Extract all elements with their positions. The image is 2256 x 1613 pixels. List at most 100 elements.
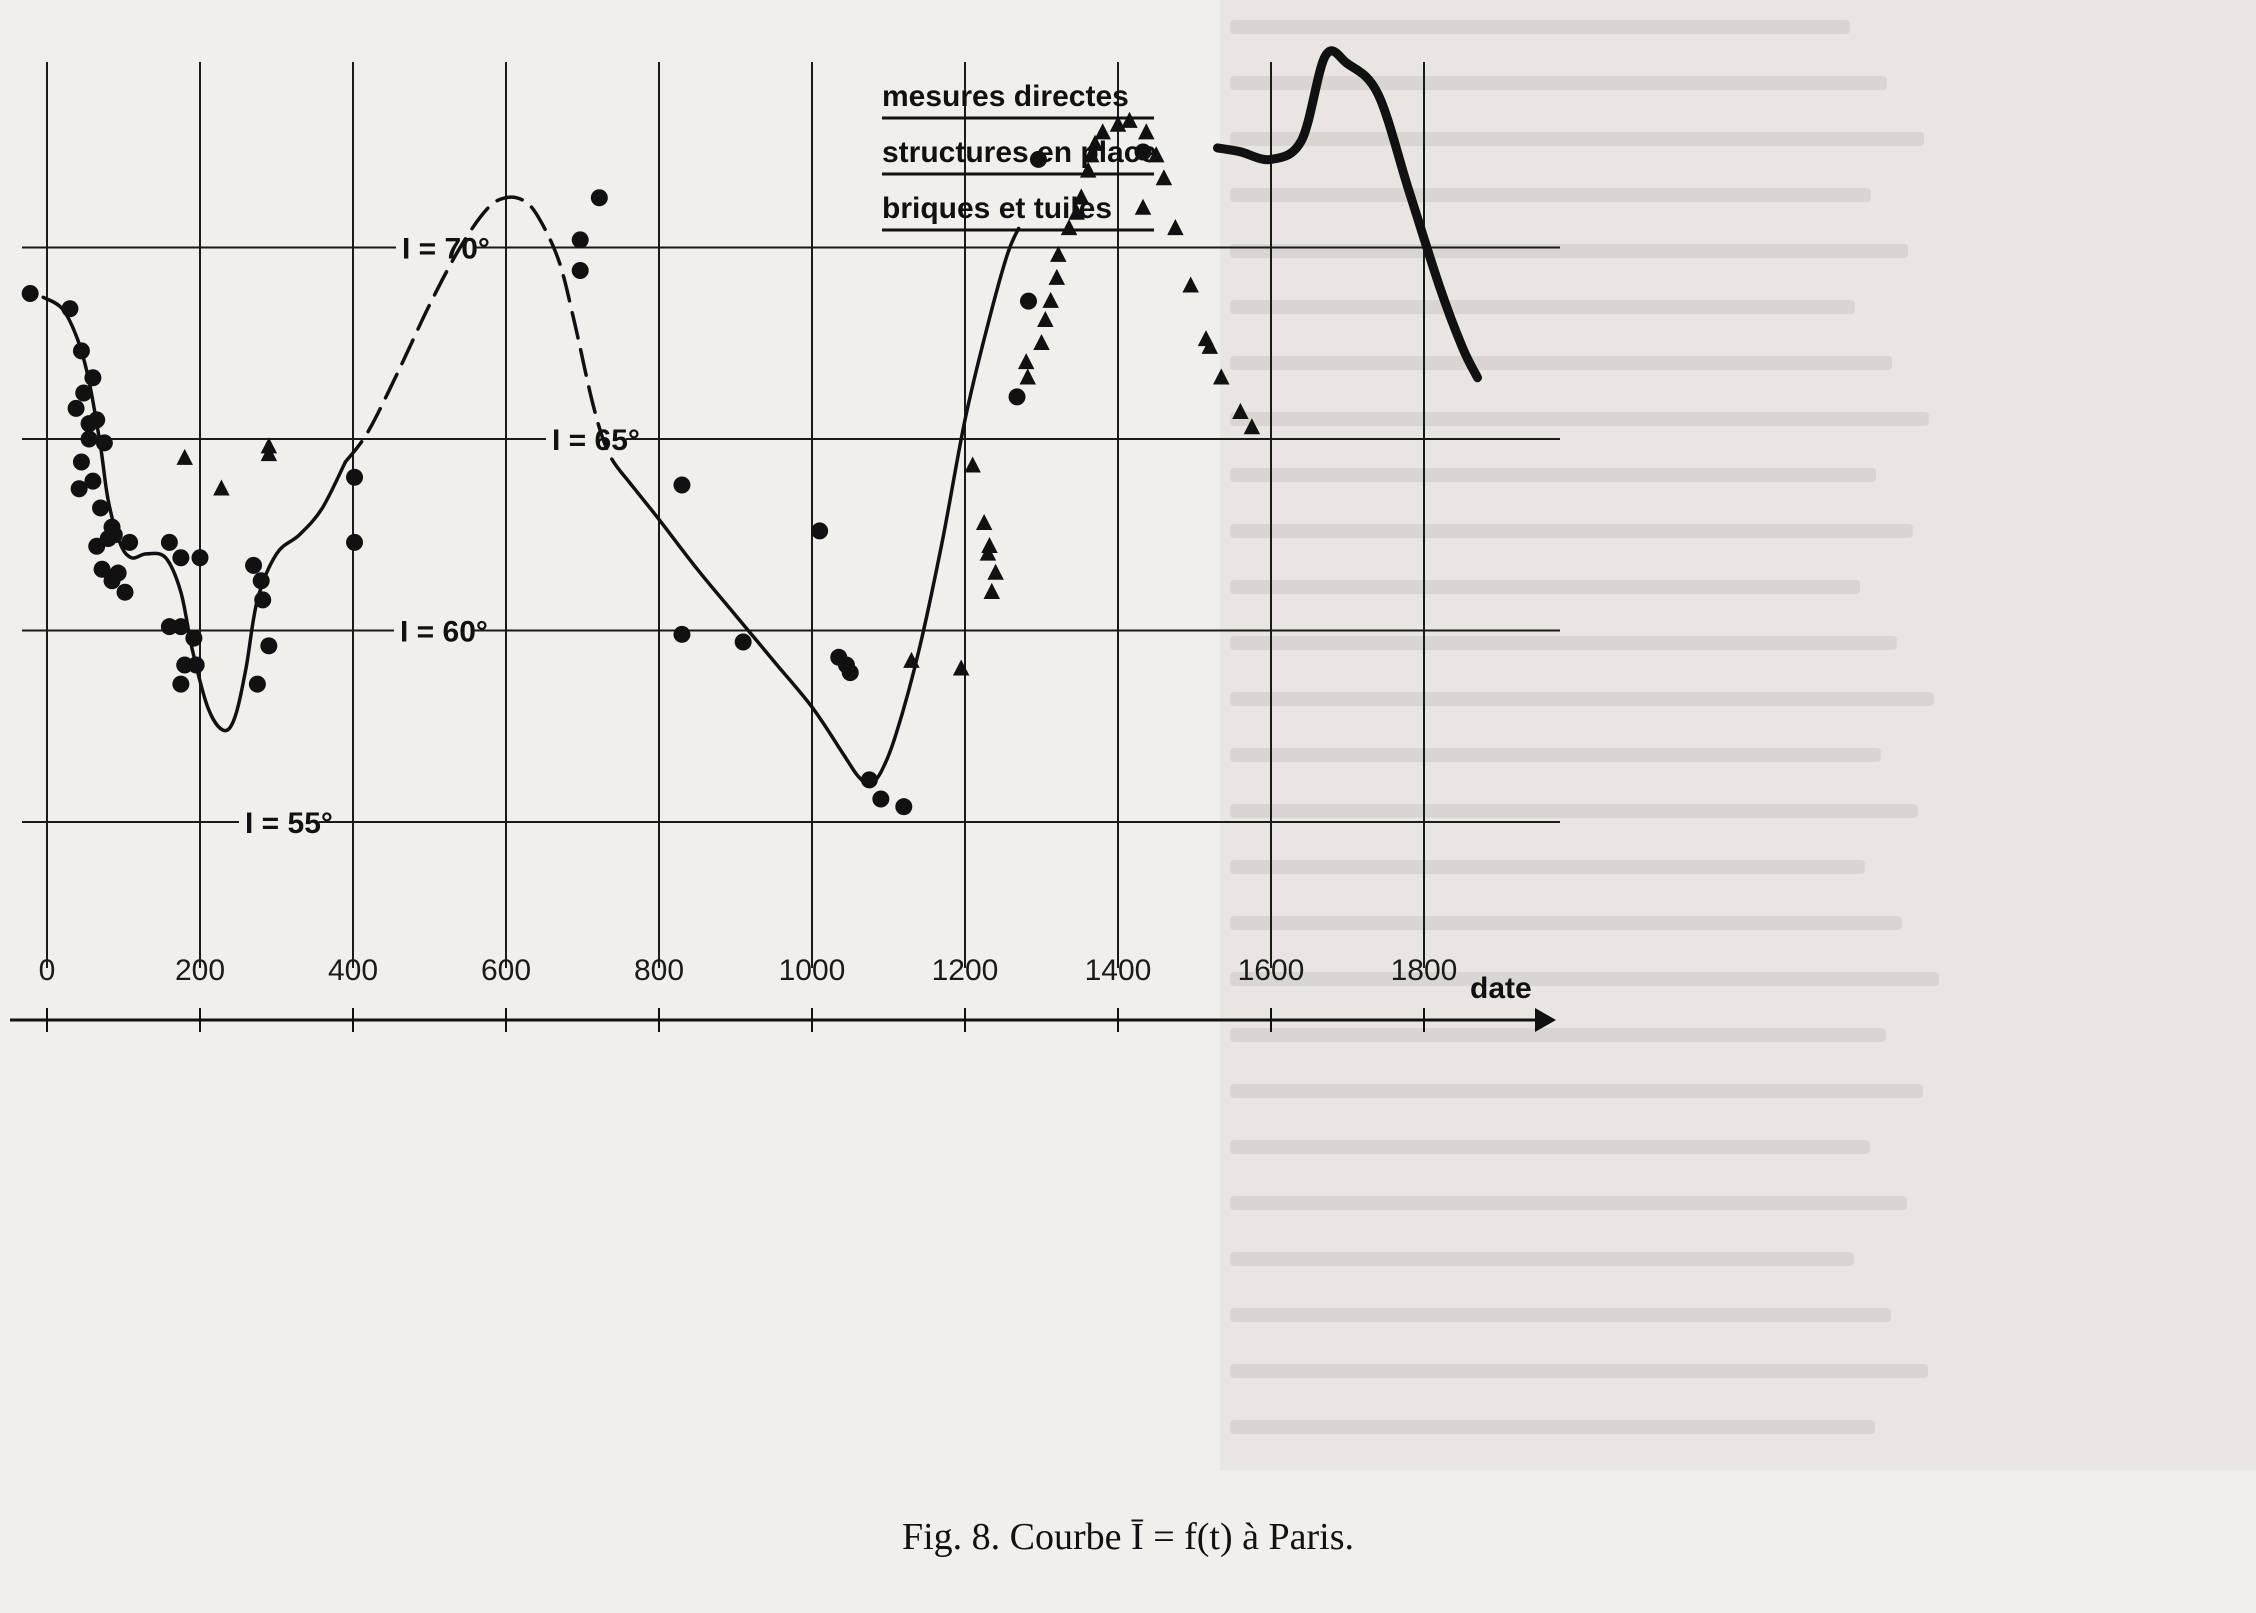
structure-point bbox=[84, 369, 102, 387]
structure-point bbox=[673, 625, 691, 643]
structure-point bbox=[872, 790, 890, 808]
structure-point bbox=[160, 533, 178, 551]
structure-point bbox=[571, 261, 589, 279]
bleed-line bbox=[1230, 356, 1892, 370]
structure-point bbox=[191, 549, 209, 567]
brick-point bbox=[952, 659, 970, 676]
structure-point bbox=[21, 284, 39, 302]
x-tick-label: 800 bbox=[634, 954, 684, 987]
brick-point bbox=[1148, 146, 1165, 163]
bleed-line bbox=[1230, 468, 1876, 482]
bleed-line bbox=[1230, 1364, 1928, 1378]
isoline-label-bg bbox=[396, 230, 476, 267]
structure-point bbox=[70, 480, 88, 498]
brick-point bbox=[983, 582, 1001, 599]
legend-label: briques et tuiles bbox=[882, 192, 1112, 225]
bleed-line bbox=[1230, 580, 1860, 594]
curve-segment-solid bbox=[41, 295, 348, 733]
curves bbox=[41, 46, 1482, 786]
bleed-line bbox=[1230, 748, 1881, 762]
structure-point bbox=[734, 633, 752, 651]
isoline-label-bg bbox=[546, 422, 626, 458]
bleed-line bbox=[1230, 76, 1887, 90]
isoline-labels: I = 55° I = 60° I = 65° I = 70° bbox=[239, 230, 640, 841]
structure-point bbox=[260, 637, 278, 655]
brick-point bbox=[1201, 337, 1219, 354]
bleed-line bbox=[1230, 1308, 1891, 1322]
bleed-line bbox=[1230, 636, 1897, 650]
isoline-label: I = 65° bbox=[552, 424, 640, 457]
structure-point bbox=[93, 560, 111, 578]
structure-point bbox=[95, 434, 113, 452]
bleed-line bbox=[1230, 1140, 1870, 1154]
brick-point bbox=[1042, 291, 1059, 308]
structure-point bbox=[252, 572, 270, 590]
isoline-label-bg bbox=[239, 805, 319, 841]
bleed-line bbox=[1230, 20, 1850, 34]
structure-point bbox=[185, 629, 203, 647]
x-axis-label: date bbox=[1470, 972, 1532, 1005]
brick-point bbox=[1082, 146, 1100, 163]
brick-point bbox=[1073, 188, 1090, 205]
structure-point bbox=[841, 664, 859, 682]
points bbox=[21, 111, 1261, 816]
brick-point bbox=[1138, 123, 1155, 140]
structure-point bbox=[105, 526, 123, 544]
brick-point bbox=[1019, 368, 1036, 385]
brick-point bbox=[1050, 245, 1067, 262]
background-bleed bbox=[1220, 0, 2256, 1470]
curve-segment-dashed bbox=[343, 195, 631, 483]
structure-point bbox=[1029, 150, 1047, 168]
x-tick-label: 0 bbox=[39, 954, 56, 987]
x-tick-label: 1400 bbox=[1085, 954, 1152, 987]
bleed-line bbox=[1230, 860, 1865, 874]
x-tick-label: 1200 bbox=[932, 954, 999, 987]
structure-point bbox=[67, 399, 85, 417]
brick-point bbox=[1048, 268, 1066, 285]
brick-point bbox=[975, 513, 993, 531]
structure-point bbox=[109, 564, 127, 582]
brick-point bbox=[1086, 134, 1104, 151]
structure-point bbox=[673, 476, 691, 494]
x-tick-label: 400 bbox=[328, 954, 378, 987]
legend-label: mesures directes bbox=[882, 80, 1129, 113]
curve-segment-solid bbox=[626, 226, 1021, 786]
bleed-line bbox=[1230, 1420, 1875, 1434]
bleed-line bbox=[1230, 1196, 1907, 1210]
structure-point bbox=[84, 472, 102, 490]
brick-point bbox=[1232, 402, 1249, 419]
legend-label: structures en place bbox=[882, 136, 1157, 169]
bleed-line bbox=[1230, 972, 1939, 986]
brick-point bbox=[987, 563, 1004, 580]
structure-point bbox=[346, 468, 364, 486]
x-tick-label: 200 bbox=[175, 954, 225, 987]
brick-point bbox=[979, 544, 997, 561]
structure-point bbox=[172, 618, 190, 636]
structure-point bbox=[75, 384, 93, 402]
brick-point bbox=[1094, 123, 1111, 140]
axes bbox=[10, 1008, 1556, 1032]
bleed-line bbox=[1230, 300, 1855, 314]
isoline-label: I = 60° bbox=[400, 616, 488, 649]
brick-point bbox=[1243, 418, 1261, 435]
structure-point bbox=[346, 533, 364, 551]
brick-point bbox=[1037, 310, 1054, 328]
bleed-line bbox=[1230, 1252, 1854, 1266]
bleed-line bbox=[1230, 188, 1871, 202]
structure-point bbox=[92, 499, 110, 517]
structure-point bbox=[248, 675, 266, 693]
brick-point bbox=[1121, 111, 1138, 128]
structure-point bbox=[811, 522, 829, 540]
structure-point bbox=[590, 189, 608, 207]
legend-triangle-marker bbox=[1134, 198, 1152, 215]
structure-point bbox=[245, 556, 263, 574]
structure-point bbox=[116, 583, 134, 601]
bleed-line bbox=[1230, 692, 1934, 706]
direct-measurements-line bbox=[1213, 46, 1482, 383]
structure-point bbox=[172, 675, 190, 693]
x-tick-labels: 0 200 400 600 800 1000 1200 1400 1600 1800 bbox=[39, 954, 1458, 987]
structure-point bbox=[80, 430, 98, 448]
brick-point bbox=[1017, 353, 1035, 370]
